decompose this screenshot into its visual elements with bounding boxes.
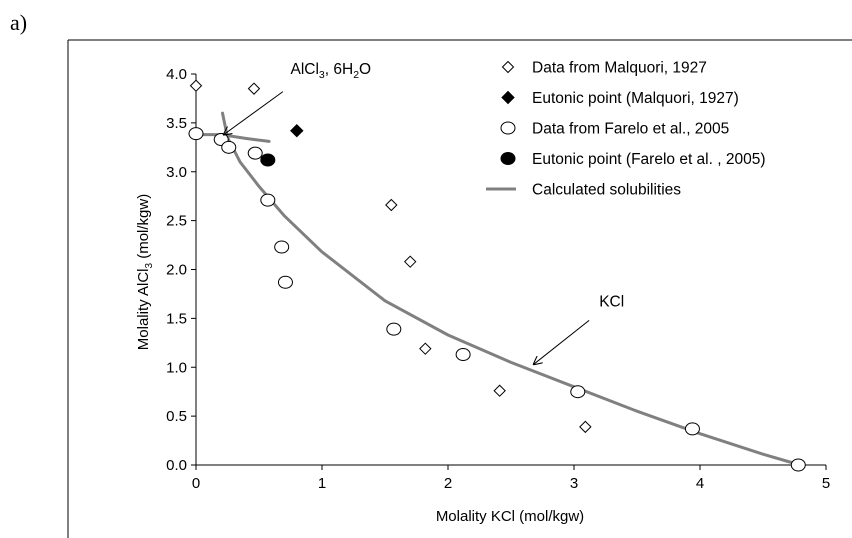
y-tick-label: 0.0 — [166, 457, 187, 474]
legend-swatch-diamond-filled — [501, 90, 515, 105]
data-points — [188, 79, 806, 472]
data-point-circle-open — [386, 322, 402, 336]
data-point-circle-open — [247, 146, 263, 160]
y-tick-label: 1.0 — [166, 359, 187, 376]
y-tick-label: 2.0 — [166, 262, 187, 279]
data-point-circle-open — [790, 458, 806, 472]
annotations: AlCl3, 6H2O KCl — [224, 61, 624, 364]
data-point-diamond-open — [403, 255, 417, 268]
x-tick-label: 3 — [570, 475, 578, 492]
y-tick-label: 3.0 — [166, 164, 187, 181]
annotation-label: KCl — [599, 294, 624, 311]
x-tick-label: 5 — [822, 475, 830, 492]
data-point-circle-open — [274, 240, 290, 254]
data-point-circle-open — [277, 275, 293, 289]
data-point-diamond-open — [385, 198, 398, 212]
data-point-circle-open — [570, 385, 586, 399]
y-ticks: 0.0 0.5 1.0 1.5 2.0 2.5 3.0 3.5 4.0 — [166, 66, 196, 474]
legend-label: Eutonic point (Malquori, 1927) — [532, 90, 739, 107]
axes: 0 1 2 3 4 5 0.0 0.5 1.0 1.5 2.0 2.5 3.0 3.5 4.0 — [166, 66, 830, 492]
legend: Data from Malquori, 1927 Eutonic point (M… — [486, 60, 766, 199]
data-point-circle-filled — [260, 153, 276, 167]
annotation-label: AlCl3, 6H2O — [291, 61, 372, 81]
legend-label: Data from Malquori, 1927 — [532, 60, 707, 77]
y-tick-label: 0.5 — [166, 408, 187, 425]
data-point-diamond-filled — [290, 123, 304, 138]
annotation-arrow — [224, 91, 284, 135]
x-tick-label: 2 — [444, 475, 452, 492]
legend-label: Calculated solubilities — [532, 182, 681, 199]
data-point-circle-open — [188, 127, 204, 141]
data-point-circle-open — [455, 348, 471, 362]
y-axis-title-subscript: 3 — [144, 263, 155, 269]
y-tick-label: 3.5 — [166, 115, 187, 132]
y-axis-title-part: Molality AlCl — [135, 269, 152, 351]
legend-label: Eutonic point (Farelo et al. , 2005) — [532, 151, 766, 168]
x-ticks: 0 1 2 3 4 5 — [192, 465, 830, 492]
data-point-circle-open — [221, 140, 237, 154]
data-point-circle-open — [684, 422, 700, 436]
y-axis-title-part: (mol/kgw) — [135, 194, 152, 263]
legend-swatch-circle-open — [500, 121, 516, 135]
data-point-diamond-open — [579, 420, 592, 434]
x-tick-label: 0 — [192, 475, 200, 492]
data-point-diamond-open — [419, 342, 432, 355]
y-tick-label: 2.5 — [166, 213, 187, 230]
data-point-diamond-open — [247, 82, 261, 95]
x-tick-label: 4 — [696, 475, 704, 492]
y-axis-title: Molality AlCl3 (mol/kgw) — [135, 194, 155, 350]
data-point-circle-open — [260, 193, 276, 207]
annotation-arrow — [534, 319, 590, 364]
x-axis-title: Molality KCl (mol/kgw) — [436, 508, 584, 525]
x-tick-label: 1 — [318, 475, 326, 492]
calculated-solubility-line — [194, 133, 271, 143]
data-point-diamond-open — [493, 384, 506, 397]
y-tick-label: 4.0 — [166, 66, 187, 83]
panel-label: a) — [10, 10, 27, 35]
legend-swatch-circle-filled — [500, 152, 516, 165]
legend-swatch-diamond-open — [501, 60, 515, 74]
y-tick-label: 1.5 — [166, 310, 187, 327]
data-point-diamond-open — [189, 79, 203, 92]
legend-label: Data from Farelo et al., 2005 — [532, 121, 729, 138]
